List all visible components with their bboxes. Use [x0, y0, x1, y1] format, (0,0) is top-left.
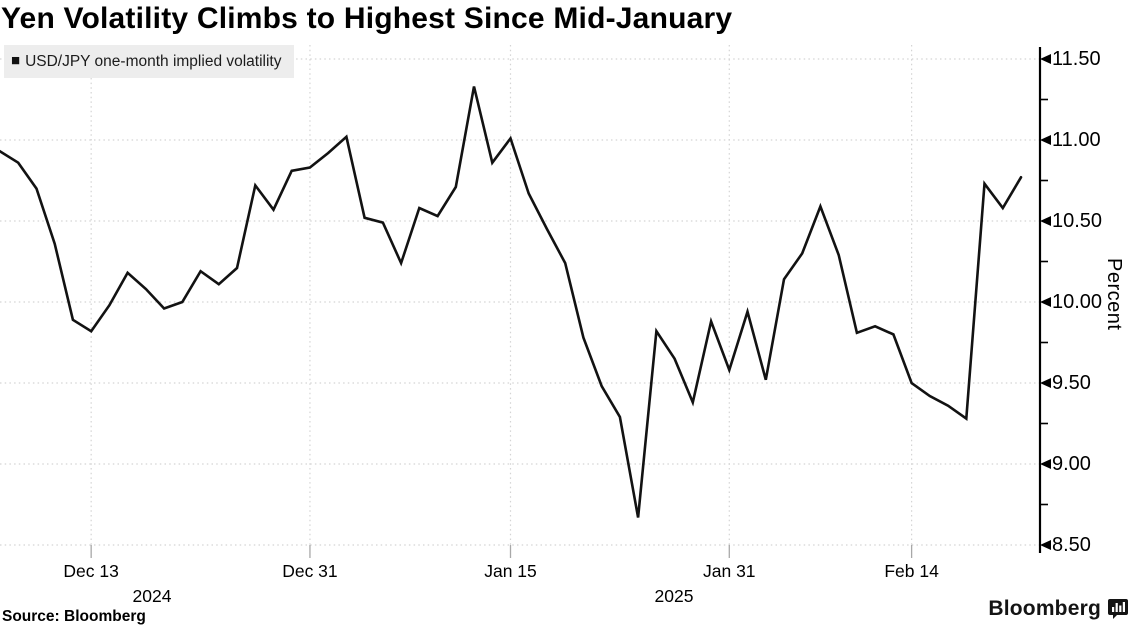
legend-swatch-icon: ■: [11, 52, 21, 69]
y-axis-tick-label: 8.50: [1052, 534, 1091, 556]
source-credit: Source: Bloomberg: [2, 608, 146, 625]
x-axis-year-label-2024: 2024: [132, 586, 172, 606]
y-axis-tick-label: 10.50: [1052, 210, 1103, 232]
y-major-tick-10.00: [1040, 297, 1051, 307]
y-major-tick-11.50: [1040, 54, 1051, 64]
y-axis-unit-label: Percent: [1103, 258, 1125, 331]
x-axis-tick-label: Feb 14: [884, 561, 939, 581]
y-major-tick-9.50: [1040, 378, 1051, 388]
legend: ■ USD/JPY one-month implied volatility: [4, 45, 294, 78]
y-major-tick-11.00: [1040, 135, 1051, 145]
y-major-tick-8.50: [1040, 540, 1051, 550]
bloomberg-chart-bubble-icon: [1108, 599, 1128, 619]
y-axis-tick-label: 9.50: [1052, 372, 1091, 394]
y-major-tick-10.50: [1040, 216, 1051, 226]
legend-label: USD/JPY one-month implied volatility: [25, 52, 282, 70]
chart-title: Yen Volatility Climbs to Highest Since M…: [1, 2, 733, 35]
y-major-tick-9.00: [1040, 459, 1051, 469]
y-axis-tick-label: 9.00: [1052, 453, 1091, 475]
x-axis-year-label-2025: 2025: [654, 586, 694, 606]
y-axis-tick-label: 11.00: [1052, 129, 1101, 151]
y-axis-tick-label: 11.50: [1052, 48, 1101, 70]
y-axis-tick-label: 10.00: [1052, 291, 1103, 313]
x-axis-tick-label: Dec 31: [282, 561, 338, 581]
bloomberg-logo: Bloomberg: [988, 597, 1129, 621]
implied-volatility-line-series: [0, 86, 1023, 518]
bloomberg-logo-text: Bloomberg: [988, 597, 1101, 620]
x-axis-tick-label: Jan 31: [703, 561, 756, 581]
x-axis-tick-label: Jan 15: [484, 561, 537, 581]
x-axis-tick-label: Dec 13: [63, 561, 119, 581]
